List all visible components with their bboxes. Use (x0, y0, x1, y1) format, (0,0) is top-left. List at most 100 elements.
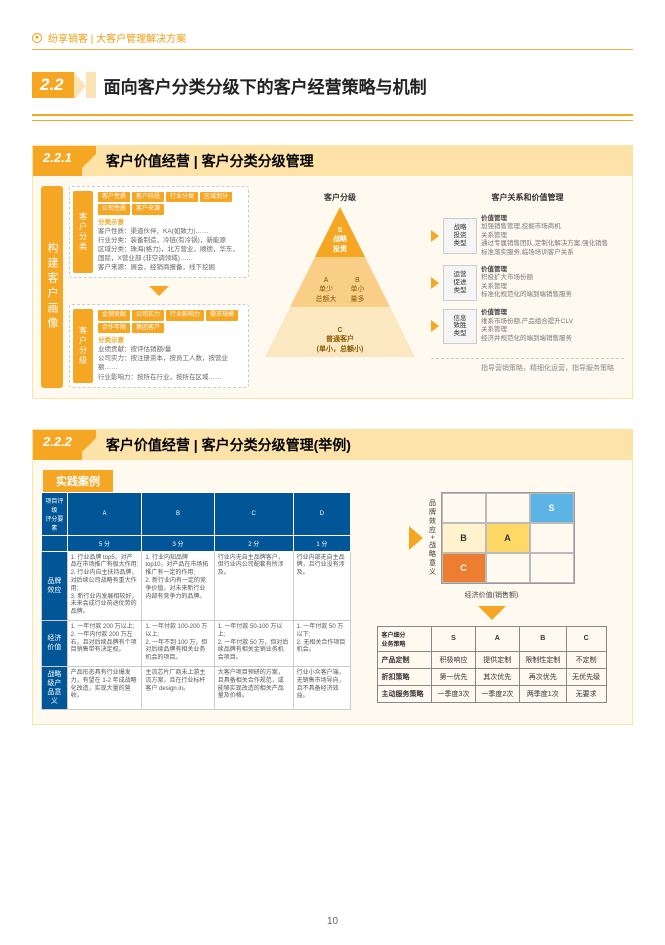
th (42, 535, 68, 551)
section-title: 面向客户分类分级下的客户经营策略与机制 (104, 73, 427, 98)
info-box-2: 客户分级 金销贡献 公司实力 行业影响力 需求规模 合作年限 集团客户 分类示意… (69, 304, 249, 387)
cell: 无优先级 (566, 668, 606, 685)
chip: 客户来源 (132, 204, 164, 214)
panel-222-num: 2.2.2 (33, 430, 82, 460)
row-label: 主动服务策略 (377, 685, 432, 702)
pyr-mid-l: A 单少 总额大 (316, 277, 337, 304)
pyramid-col: 客户分级 S 战略 投资 A 单少 总额大 B 单小 量多 C 普通客户 (单小… (255, 186, 425, 388)
panel-222-title: 客户价值经营 | 客户分类分级管理(举例) (96, 430, 632, 460)
chip: 行业影响力 (166, 310, 204, 320)
th: 1 分 (293, 535, 350, 551)
vert-pill: 构建客户画像 (41, 186, 63, 388)
cell: 提供定制 (475, 651, 519, 668)
strategy-table: 客户细分 业务策略 S A B C 产品定制 积极响应 提供定制 限制性定制 不… (377, 626, 607, 703)
cell: 大客户项目预研的方案，且具备相关合作规范，或能够实现改造的相关产品量及价格。 (214, 666, 293, 709)
panel-221: 2.2.1 客户价值经营 | 客户分类分级管理 构建客户画像 客户分类 客户性质… (32, 145, 633, 399)
th: S (432, 626, 476, 651)
cell: 行业内无自主品牌客户，但行业内公司配套有所涉及。 (214, 551, 293, 620)
arrow-right-icon (431, 320, 439, 332)
chips-row-2: 金销贡献 公司实力 行业影响力 需求规模 合作年限 集团客户 (98, 310, 243, 333)
chip: 集团客户 (132, 323, 164, 333)
arrow-down-icon (478, 606, 506, 620)
left-col: 客户分类 客户性质 客户阶段 行业分类 区域划分 公司性质 客户来源 分类示意 … (69, 186, 249, 388)
cell: 再次优先 (519, 668, 566, 685)
strat-body: 维系市场份额,产品组合提升CLV 关系管理 经济并规范化的端到端销售服务 (481, 318, 573, 342)
pyr-bot: C 普通客户 (单小，总额小) (265, 327, 415, 354)
row-label: 折扣策略 (377, 668, 432, 685)
cell: 产品形态具有行业爆发力，有望在 1-2 年成战略化改造，实现大量的营收。 (67, 666, 142, 709)
matrix-ylabel: 品牌效应+战略意义 (427, 499, 437, 577)
panel-221-header: 2.2.1 客户价值经营 | 客户分类分级管理 (33, 146, 632, 176)
cell: 行业小众客户端，无销售市场导向，且不具备经济效益。 (293, 666, 350, 709)
box1-head: 分类示意 (98, 218, 243, 227)
strat-row: 运营 促进 类型 价值管理 积极扩大市场份额 关系管理 标准化规范化的端到端销售… (431, 265, 624, 300)
cell: 1. 行业内知品牌 top10，对产品在市场拓推广有一定的作用; 2. 新行业内… (142, 551, 214, 620)
cell: 1. 一年付款 100-200 万以上; 2. 一年不到 100 万，但对后续品… (142, 620, 214, 666)
info-box-1: 客户分类 客户性质 客户阶段 行业分类 区域划分 公司性质 客户来源 分类示意 … (69, 186, 249, 278)
row-label: 经济价值 (42, 620, 68, 666)
side-tag-2: 客户分级 (73, 309, 93, 382)
table-head-row: 项目评级 评分要素 A B C D (42, 492, 351, 535)
th: A (67, 492, 142, 535)
strat-body: 加强销售管理,挖掘市场商机 关系管理 通过专属销售团队,定制化解决方案,强化销售… (481, 223, 608, 255)
strat-tag: 战略 投资 类型 (443, 218, 477, 253)
cell: 其次优先 (475, 668, 519, 685)
cell: 两季度1次 (519, 685, 566, 702)
matrix-row: 品牌效应+战略意义 S BA C (409, 492, 575, 584)
matrix-grid: S BA C (441, 492, 575, 584)
cell: 限制性定制 (519, 651, 566, 668)
cell: 主流芯片厂商未上游主流方案，且在行业标杆客户 design in。 (142, 666, 214, 709)
chip: 公司实力 (132, 310, 164, 320)
th: 3 分 (142, 535, 214, 551)
box2-l1: 业绩贡献：按评估销额/量 (98, 345, 243, 354)
table-row: 品牌效应 1. 行业品牌 top5，对产品在市场推广有极大作用; 2. 行业内自… (42, 551, 351, 620)
table-row: 折扣策略 第一优先 其次优先 再次优先 无优先级 (377, 668, 606, 685)
strat-text: 价值管理 维系市场份额,产品组合提升CLV 关系管理 经济并规范化的端到端销售服… (481, 309, 624, 343)
box1-l3: 区域分类：珠海(格力)，北方营业，顺德，华东，国际，X营业部 (非空调领域)…… (98, 245, 243, 263)
right-col: 客户关系和价值管理 战略 投资 类型 价值管理 加强销售管理,挖掘市场商机 关系… (431, 186, 624, 388)
cell-b: B (442, 523, 486, 553)
th: 5 分 (67, 535, 142, 551)
case-banner: 实践案例 (43, 470, 113, 492)
chips-row-1: 客户性质 客户阶段 行业分类 区域划分 公司性质 客户来源 (98, 192, 243, 215)
chip: 合作年限 (98, 323, 130, 333)
arrow-right-icon (431, 230, 439, 242)
underline-thin (32, 120, 633, 121)
table-row: 经济价值 1. 一年付款 200 万以上; 2. 一年内付款 200 万左右，且… (42, 620, 351, 666)
strat-text: 价值管理 加强销售管理,挖掘市场商机 关系管理 通过专属销售团队,定制化解决方案… (481, 215, 624, 257)
th: 客户细分 业务策略 (377, 626, 432, 651)
chip: 区域划分 (200, 192, 232, 202)
table-row: 主动服务策略 一季度3次 一季度2次 两季度1次 无要求 (377, 685, 606, 702)
underline (32, 114, 633, 116)
chip: 需求规模 (206, 310, 238, 320)
table-row: 战略级产品意义 产品形态具有行业爆发力，有望在 1-2 年成战略化改造，实现大量… (42, 666, 351, 709)
cell: 1. 一年付款 200 万以上; 2. 一年内付款 200 万左右，且对后续品牌… (67, 620, 142, 666)
section-num: 2.2 (32, 72, 74, 98)
row-label: 产品定制 (377, 651, 432, 668)
pyr-mid: A 单少 总额大 B 单小 量多 (265, 277, 415, 304)
panel-222-header: 2.2.2 客户价值经营 | 客户分类分级管理(举例) (33, 430, 632, 460)
th: A (475, 626, 519, 651)
th: 项目评级 评分要素 (42, 492, 68, 535)
th: 2 分 (214, 535, 293, 551)
box2-head: 分类示意 (98, 336, 243, 345)
box2-l2: 公司实力：按注册资本，按员工人数，按营业额…… (98, 354, 243, 372)
cell: 1. 一年付款 50-100 万以上; 2. 一年付款 50 万，但对后续品牌有… (214, 620, 293, 666)
cell: 1. 行业品牌 top5，对产品在市场推广有极大作用; 2. 行业内自主扶持品牌… (67, 551, 142, 620)
box1-l4: 客户来源：展会，经销商报备，线下挖掘 (98, 263, 243, 272)
right-head: 客户关系和价值管理 (431, 192, 624, 203)
row-label: 战略级产品意义 (42, 666, 68, 709)
lower-body: 项目评级 评分要素 A B C D 5 分 3 分 2 分 1 分 品牌效应 1… (33, 492, 632, 715)
table-head-row: 客户细分 业务策略 S A B C (377, 626, 606, 651)
arrow-down-icon (149, 286, 169, 296)
slope-decor (82, 430, 96, 460)
cell: 不定制 (566, 651, 606, 668)
row-label: 品牌效应 (42, 551, 68, 620)
footnote: 指导营销策略，精细化运营，指导服务策略 (431, 358, 624, 373)
box1-l1: 客户性质：渠道伙伴、KA(如致力)…… (98, 227, 243, 236)
table-sub-row: 5 分 3 分 2 分 1 分 (42, 535, 351, 551)
panel-222: 2.2.2 客户价值经营 | 客户分类分级管理(举例) 实践案例 项目评级 评分… (32, 429, 633, 726)
th: D (293, 492, 350, 535)
th: B (142, 492, 214, 535)
box2-l3: 行业影响力：按所在行业，按所在区域…… (98, 373, 243, 382)
